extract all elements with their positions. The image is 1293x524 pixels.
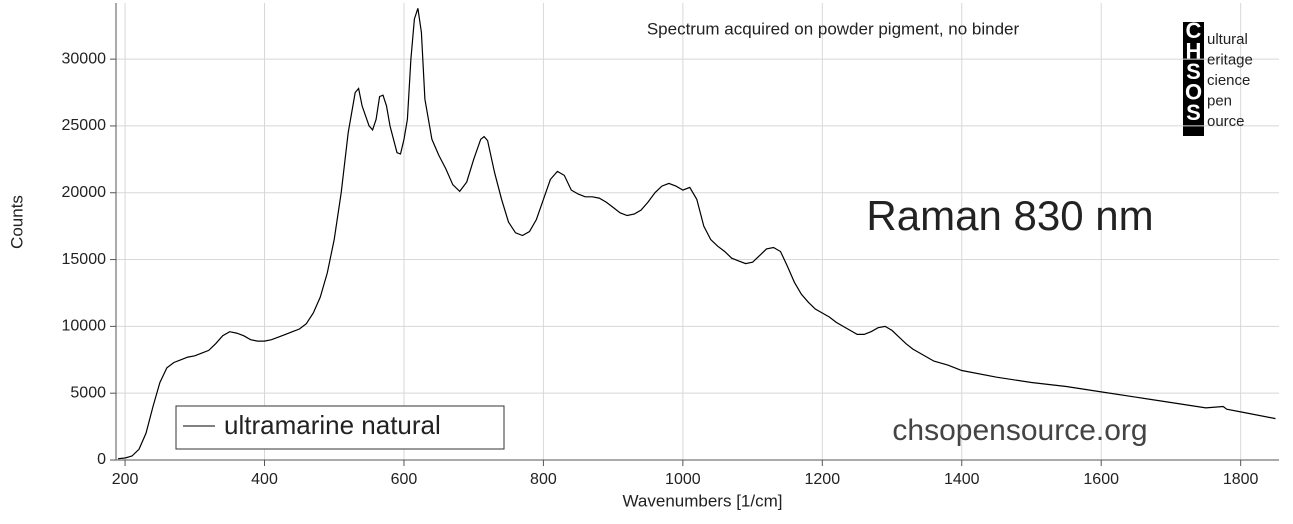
logo-letter: C xyxy=(1186,18,1202,43)
x-tick-label: 1400 xyxy=(944,471,980,488)
annotation: Raman 830 nm xyxy=(866,192,1153,239)
x-tick-label: 200 xyxy=(112,471,139,488)
y-tick-label: 20000 xyxy=(62,184,107,201)
y-tick-label: 5000 xyxy=(70,384,106,401)
logo-letter: S xyxy=(1186,100,1201,125)
y-axis-label: Counts xyxy=(7,195,26,249)
x-tick-label: 1200 xyxy=(805,471,841,488)
legend-label: ultramarine natural xyxy=(224,410,441,440)
logo-bar xyxy=(1183,22,1204,136)
x-tick-label: 1800 xyxy=(1223,471,1259,488)
logo-word: ultural xyxy=(1207,31,1248,48)
logo-letter: S xyxy=(1186,59,1201,84)
logo-word: eritage xyxy=(1207,51,1253,68)
logo-letter: O xyxy=(1185,79,1202,104)
x-tick-label: 1600 xyxy=(1083,471,1119,488)
annotation: Spectrum acquired on powder pigment, no … xyxy=(647,19,1020,38)
x-tick-label: 800 xyxy=(530,471,557,488)
logo-word: cience xyxy=(1207,72,1250,89)
logo-word: ource xyxy=(1207,113,1245,130)
x-tick-label: 1000 xyxy=(665,471,701,488)
logo-word: pen xyxy=(1207,92,1232,109)
series-line xyxy=(118,8,1276,460)
x-tick-label: 600 xyxy=(391,471,418,488)
logo-letter: H xyxy=(1186,38,1202,63)
x-tick-label: 400 xyxy=(251,471,278,488)
y-tick-label: 25000 xyxy=(62,117,107,134)
x-axis-label: Wavenumbers [1/cm] xyxy=(623,491,783,510)
y-tick-label: 10000 xyxy=(62,318,107,335)
legend-box xyxy=(175,405,505,450)
y-tick-label: 30000 xyxy=(62,50,107,67)
y-tick-label: 15000 xyxy=(62,251,107,268)
y-tick-label: 0 xyxy=(97,451,106,468)
annotation: chsopensource.org xyxy=(892,414,1147,447)
